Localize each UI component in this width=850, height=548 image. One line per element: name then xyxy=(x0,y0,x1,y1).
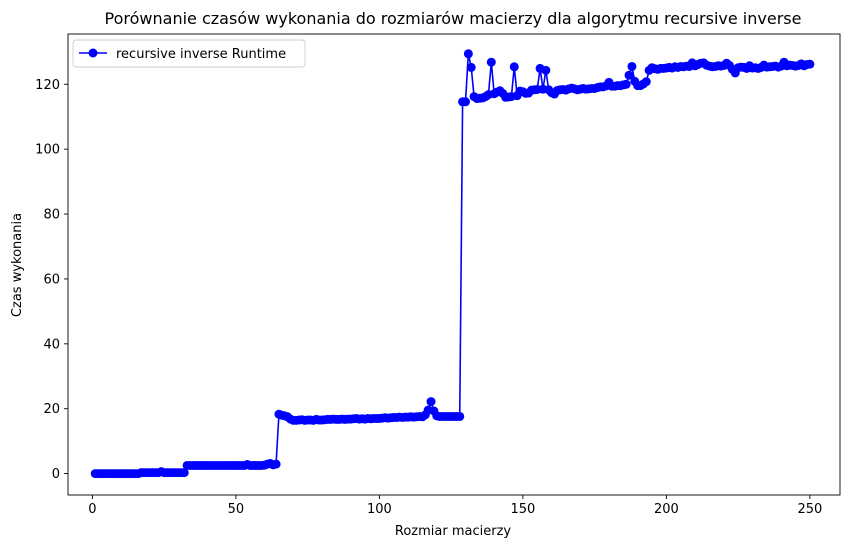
data-point xyxy=(466,62,476,72)
x-axis: 0 50 100 150 200 250 xyxy=(88,495,822,517)
plot-frame xyxy=(67,33,841,496)
data-point xyxy=(509,62,519,72)
data-point xyxy=(463,49,473,59)
x-tick-label: 0 xyxy=(88,502,96,517)
data-point xyxy=(541,65,551,75)
x-tick-label: 250 xyxy=(797,502,822,517)
y-axis: 0 20 40 60 80 100 120 xyxy=(35,78,68,482)
y-tick-label: 120 xyxy=(35,78,60,93)
data-point xyxy=(455,411,465,421)
data-point xyxy=(271,459,281,469)
y-tick-label: 0 xyxy=(52,467,60,482)
y-tick-label: 100 xyxy=(35,143,60,158)
legend-marker xyxy=(88,48,98,58)
y-tick-label: 60 xyxy=(43,272,60,287)
legend: recursive inverse Runtime xyxy=(72,39,306,68)
x-tick-label: 150 xyxy=(510,502,535,517)
legend-label: recursive inverse Runtime xyxy=(116,47,286,62)
y-tick-label: 80 xyxy=(43,208,60,223)
data-point xyxy=(460,97,470,107)
x-tick-label: 200 xyxy=(654,502,679,517)
data-point xyxy=(627,61,637,71)
data-point xyxy=(179,468,189,478)
data-point xyxy=(486,57,496,67)
legend-box xyxy=(72,39,306,68)
chart-title: Porównanie czasów wykonania do rozmiarów… xyxy=(105,9,802,28)
x-tick-label: 50 xyxy=(228,502,245,517)
y-axis-label: Czas wykonania xyxy=(10,213,25,317)
data-point xyxy=(621,79,631,89)
y-tick-label: 40 xyxy=(43,337,60,352)
y-tick-label: 20 xyxy=(43,402,60,417)
x-tick-label: 100 xyxy=(367,502,392,517)
data-point xyxy=(641,77,651,87)
data-point xyxy=(426,397,436,407)
data-point xyxy=(624,70,634,80)
series-layer xyxy=(90,49,815,479)
data-point xyxy=(805,59,815,69)
x-axis-label: Rozmiar macierzy xyxy=(395,524,512,539)
